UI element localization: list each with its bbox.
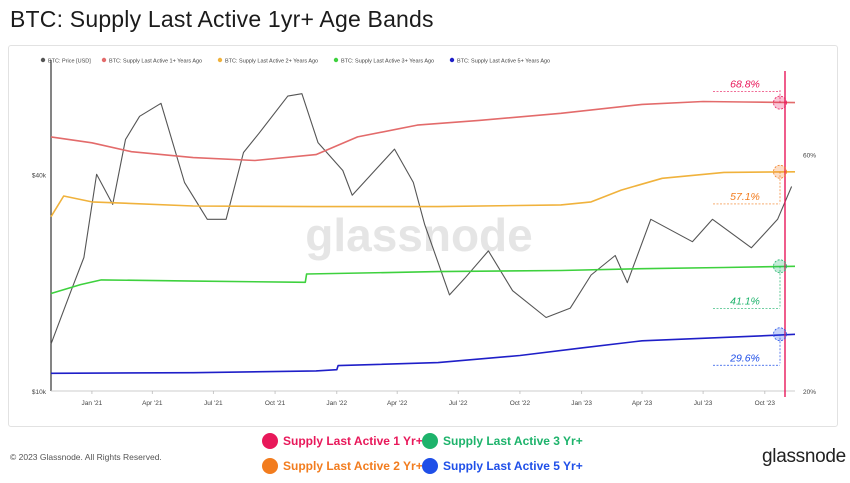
watermark-text: glassnode [305,209,533,261]
legend-label-2yr: Supply Last Active 2 Yr+ [283,459,423,473]
series-line-1 [50,100,796,162]
y-left-tick-label-1: $40k [32,172,47,179]
legend-dot-5yr [422,458,438,474]
legend-label-3yr: Supply Last Active 3 Yr+ [443,434,583,448]
x-tick-label-2: Jul '21 [204,400,223,407]
top-legend-marker-1 [101,57,107,63]
chart-panel: BTC: Price [USD] BTC: Supply Last Active … [8,45,838,427]
series-line-3 [50,265,796,295]
x-tick-label-1: Apr '21 [142,400,163,407]
legend-item-5yr: Supply Last Active 5 Yr+ [422,458,583,474]
top-legend-marker-4 [449,57,455,63]
legend-dot-3yr [422,433,438,449]
x-tick-label-7: Oct '22 [510,400,531,407]
y-left-tick-label-0: $10k [32,389,47,396]
series-line-0 [50,93,793,345]
x-tick-label-8: Jan '23 [571,400,592,407]
series-line-4 [50,333,796,375]
y-right-tick-label-1: 60% [803,153,816,160]
legend-label-5yr: Supply Last Active 5 Yr+ [443,459,583,473]
top-legend-marker-0 [40,57,46,63]
legend-dot-2yr [262,458,278,474]
series-line-2 [50,171,796,218]
top-legend-label-2: BTC: Supply Last Active 2+ Years Ago [225,59,318,65]
top-legend-marker-2 [217,57,223,63]
x-tick-label-9: Apr '23 [632,400,653,407]
top-legend-label-4: BTC: Supply Last Active 5+ Years Ago [457,59,550,65]
legend-item-2yr: Supply Last Active 2 Yr+ [262,458,423,474]
copyright-text: © 2023 Glassnode. All Rights Reserved. [10,452,162,462]
x-tick-label-5: Apr '22 [387,400,408,407]
x-tick-label-3: Oct '21 [265,400,286,407]
x-tick-label-10: Jul '23 [694,400,713,407]
top-legend-label-3: BTC: Supply Last Active 3+ Years Ago [341,59,434,65]
legend-item-1yr: Supply Last Active 1 Yr+ [262,433,423,449]
top-legend-label-0: BTC: Price [USD] [48,59,91,65]
x-tick-label-6: Jul '22 [449,400,468,407]
legend-item-3yr: Supply Last Active 3 Yr+ [422,433,583,449]
x-tick-label-11: Oct '23 [755,400,776,407]
legend-dot-1yr [262,433,278,449]
x-tick-label-4: Jan '22 [326,400,347,407]
top-legend-label-1: BTC: Supply Last Active 1+ Years Ago [109,59,202,65]
endpoint-label-3: 29.6% [729,352,760,364]
endpoint-label-0: 68.8% [730,79,760,91]
x-tick-label-0: Jan '21 [82,400,103,407]
endpoint-label-2: 41.1% [730,296,760,308]
endpoint-label-1: 57.1% [730,191,760,203]
y-right-tick-label-0: 20% [803,389,816,396]
page-title: BTC: Supply Last Active 1yr+ Age Bands [10,6,434,32]
chart-svg: BTC: Price [USD] BTC: Supply Last Active … [32,57,816,407]
endpoint-marker-0 [773,95,787,110]
top-legend-marker-3 [333,57,339,63]
legend-label-1yr: Supply Last Active 1 Yr+ [283,434,423,448]
brand-logo: glassnode [762,446,846,467]
annotation-legend: Supply Last Active 1 Yr+ Supply Last Act… [262,433,622,479]
